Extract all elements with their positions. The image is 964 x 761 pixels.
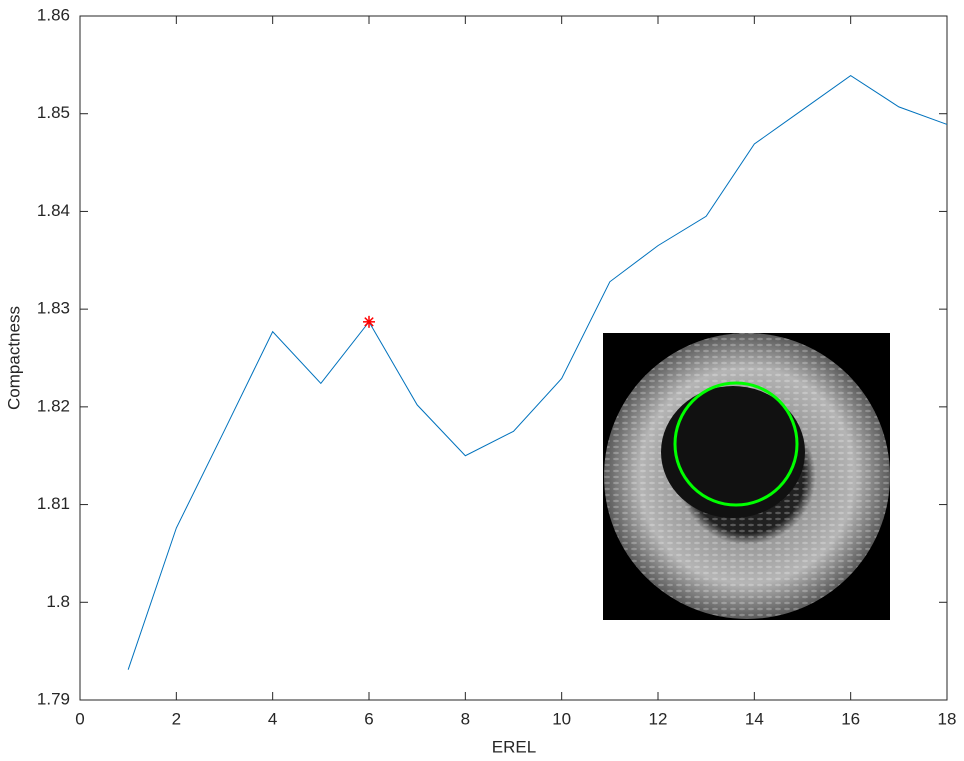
axes-box [79, 15, 948, 701]
x-tick-label: 6 [364, 709, 373, 728]
x-tick-label: 10 [552, 709, 571, 728]
y-tick-label: 1.81 [37, 494, 70, 513]
x-tick-label: 0 [75, 709, 84, 728]
highlight-marker [363, 315, 375, 328]
x-tick-label: 18 [938, 709, 957, 728]
x-tick-label: 14 [745, 709, 764, 728]
y-axis-label: Compactness [4, 306, 23, 410]
y-tick-label: 1.85 [37, 103, 70, 122]
y-tick-label: 1.86 [37, 5, 70, 24]
y-tick-label: 1.79 [37, 689, 70, 708]
y-tick-label: 1.8 [46, 592, 70, 611]
x-axis-label: EREL [492, 737, 536, 756]
marker-stroke [364, 317, 374, 327]
y-tick-label: 1.82 [37, 396, 70, 415]
x-tick-label: 4 [268, 709, 277, 728]
y-tick-label: 1.83 [37, 299, 70, 318]
x-tick-label: 2 [172, 709, 181, 728]
x-tick-label: 16 [841, 709, 860, 728]
x-tick-label: 12 [649, 709, 668, 728]
x-tick-label: 8 [461, 709, 470, 728]
y-tick-label: 1.84 [37, 201, 70, 220]
data-line [127, 75, 948, 670]
inset-image [603, 333, 890, 620]
